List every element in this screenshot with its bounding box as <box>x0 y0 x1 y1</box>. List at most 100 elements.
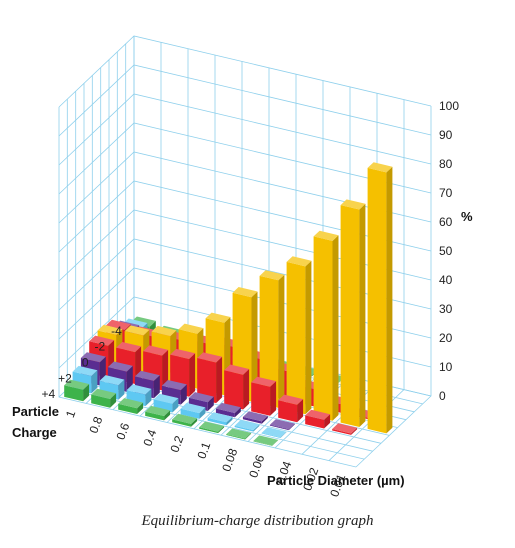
bar-top-face <box>242 411 268 422</box>
bar-top-face <box>122 318 148 329</box>
bar-top-face <box>305 409 331 420</box>
bar-front-face <box>261 432 281 438</box>
bar-front-face <box>197 358 217 404</box>
bar-front-face <box>145 411 165 421</box>
bar-side-face <box>126 365 133 392</box>
bar-side-face <box>207 396 214 411</box>
bar-side-face <box>191 418 198 427</box>
bar-top-face <box>80 352 106 363</box>
bar-side-face <box>180 384 187 405</box>
z-tick-label: 90 <box>439 128 453 142</box>
bar-top-face <box>107 361 133 372</box>
chart-bars <box>64 162 393 446</box>
x-axis-title: Particle Diameter (µm) <box>267 473 405 488</box>
bar-top-face <box>134 370 160 381</box>
bar-top-face <box>269 419 295 430</box>
bar-+1-0.2 <box>197 352 223 404</box>
bar-top-face <box>145 405 171 416</box>
bar-+3-0.08 <box>234 420 260 432</box>
bar-top-face <box>172 413 198 424</box>
z-tick-label: 70 <box>439 186 453 200</box>
bar-side-face <box>278 274 285 408</box>
bar-top-face <box>215 402 241 413</box>
bar-side-face <box>234 407 241 418</box>
bar-top-face <box>116 342 142 353</box>
bar-+2-0.06 <box>269 419 295 431</box>
bar-front-face <box>226 434 246 440</box>
bar-side-face <box>272 439 279 446</box>
bar-+4-1 <box>64 379 90 402</box>
z-tick-label: 50 <box>439 244 453 258</box>
bar-side-face <box>288 423 295 431</box>
bar-top-face <box>253 435 279 446</box>
bar-side-face <box>226 416 233 426</box>
bar-top-face <box>89 335 115 346</box>
bar-side-face <box>83 384 90 402</box>
bar-top-face <box>367 162 393 173</box>
bar-front-face <box>313 236 333 421</box>
x-tick-label: 0.8 <box>86 414 105 435</box>
x-tick-label: 0.08 <box>219 446 240 473</box>
bar-+2-0.1 <box>215 402 241 418</box>
bar-top-face <box>226 428 252 439</box>
y-tick-label: +2 <box>58 371 72 385</box>
z-tick-label: 100 <box>439 99 459 113</box>
bar-side-face <box>110 393 117 408</box>
bar-side-face <box>199 407 206 419</box>
bar-+1-0.02 <box>332 423 358 435</box>
x-tick-label: 1 <box>63 408 79 419</box>
bar-side-face <box>305 260 312 415</box>
bar-front-face <box>207 417 227 426</box>
y-axis-title-line-2: Charge <box>12 425 57 440</box>
bar-top-face <box>161 380 187 391</box>
bar-front-face <box>278 400 298 423</box>
bar-side-face <box>261 415 268 424</box>
bar-+1-0.08 <box>251 376 277 416</box>
bar-side-face <box>153 375 160 399</box>
y-axis-title: Particle Charge <box>12 404 63 440</box>
bar-0-0.01 <box>367 162 393 434</box>
bar-+4-0.4 <box>145 405 171 421</box>
bar-top-face <box>197 352 223 363</box>
bar-top-face <box>126 384 152 395</box>
bar-top-face <box>224 364 250 375</box>
z-tick-label: 80 <box>439 157 453 171</box>
bar-side-face <box>243 369 250 410</box>
bar-front-face <box>199 427 219 434</box>
bar-top-face <box>188 392 214 403</box>
bar-side-face <box>164 410 171 421</box>
bar-side-face <box>189 353 196 397</box>
bar-front-face <box>91 394 111 408</box>
figure-caption: Equilibrium-charge distribution graph <box>141 513 374 529</box>
bar-+4-0.8 <box>91 388 117 408</box>
bar-top-face <box>153 393 179 404</box>
bar-+3-0.06 <box>261 427 287 438</box>
bar-front-face <box>340 205 360 427</box>
bar-side-face <box>118 379 125 400</box>
bar-+4-0.1 <box>199 421 225 434</box>
bar-side-face <box>145 388 152 407</box>
bar-front-face <box>172 419 192 427</box>
bar-top-face <box>207 412 233 423</box>
z-gridline <box>58 35 432 108</box>
bar-side-face <box>251 291 258 402</box>
bar-top-face <box>340 199 366 210</box>
bar-front-face <box>118 403 138 414</box>
bar-+1-0.04 <box>305 409 331 429</box>
x-tick-label: 0.4 <box>140 427 159 448</box>
bar-side-face <box>218 426 225 434</box>
bar-top-face <box>251 376 277 387</box>
bar-side-face <box>280 431 287 438</box>
bar-front-face <box>286 261 306 415</box>
bar-front-face <box>215 408 235 418</box>
bar-top-face <box>151 325 177 337</box>
z-tick-label: 10 <box>439 360 453 374</box>
bar-top-face <box>72 365 98 376</box>
bar-top-face <box>170 348 196 359</box>
bar-+4-0.6 <box>118 398 144 414</box>
bar-front-face <box>242 416 262 424</box>
bar-top-face <box>278 394 304 405</box>
z-tick-label: 40 <box>439 273 453 287</box>
bar-top-face <box>91 388 117 399</box>
